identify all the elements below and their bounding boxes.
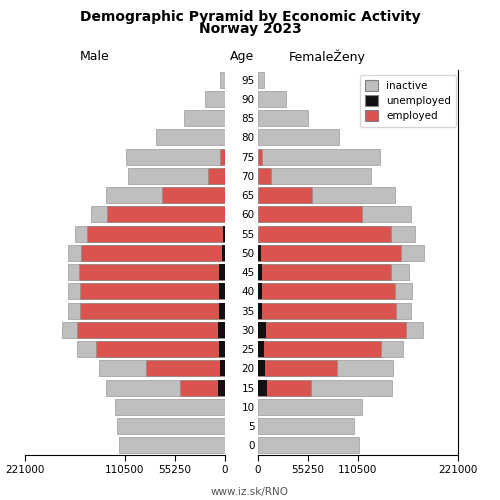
Bar: [96, 341, 225, 357]
Bar: [62, 322, 225, 338]
Bar: [258, 284, 395, 300]
Bar: [68, 264, 225, 280]
Bar: [80, 302, 225, 318]
Bar: [126, 148, 225, 164]
Bar: [258, 380, 266, 396]
Bar: [81, 245, 225, 261]
Bar: [220, 360, 225, 376]
Bar: [208, 168, 225, 184]
Bar: [68, 284, 225, 300]
Bar: [258, 168, 370, 184]
Bar: [184, 110, 225, 126]
Bar: [258, 206, 362, 222]
Bar: [258, 130, 339, 146]
Bar: [76, 322, 225, 338]
Bar: [114, 399, 225, 415]
Bar: [258, 264, 392, 280]
Bar: [78, 341, 225, 357]
Bar: [218, 302, 225, 318]
Bar: [258, 226, 392, 242]
Bar: [258, 399, 362, 415]
Bar: [119, 438, 225, 454]
Bar: [258, 72, 264, 88]
Bar: [106, 380, 225, 396]
Text: Norway 2023: Norway 2023: [198, 22, 302, 36]
Bar: [258, 302, 412, 318]
Bar: [258, 380, 392, 396]
Bar: [258, 360, 337, 376]
Bar: [258, 226, 415, 242]
Bar: [258, 148, 262, 164]
Bar: [220, 72, 225, 88]
Bar: [258, 418, 354, 434]
Text: Age: Age: [230, 50, 254, 63]
Bar: [258, 341, 382, 357]
Bar: [258, 187, 395, 203]
Bar: [258, 148, 380, 164]
Bar: [258, 322, 406, 338]
Bar: [80, 264, 225, 280]
Bar: [258, 438, 359, 454]
Bar: [258, 91, 285, 107]
Bar: [258, 264, 408, 280]
Bar: [68, 245, 225, 261]
Bar: [258, 322, 423, 338]
Bar: [258, 168, 271, 184]
Bar: [258, 341, 264, 357]
Bar: [258, 206, 412, 222]
Bar: [91, 206, 225, 222]
Bar: [218, 380, 225, 396]
Bar: [220, 148, 225, 164]
Bar: [218, 322, 225, 338]
Bar: [258, 322, 266, 338]
Bar: [258, 245, 424, 261]
Bar: [258, 380, 311, 396]
Bar: [146, 360, 225, 376]
Bar: [118, 418, 225, 434]
Bar: [108, 206, 225, 222]
Text: Demographic Pyramid by Economic Activity: Demographic Pyramid by Economic Activity: [80, 10, 420, 24]
Bar: [258, 302, 396, 318]
Bar: [218, 284, 225, 300]
Bar: [223, 226, 225, 242]
Bar: [258, 245, 402, 261]
Bar: [258, 302, 262, 318]
Bar: [258, 284, 262, 300]
Bar: [258, 360, 264, 376]
Bar: [68, 302, 225, 318]
Bar: [205, 91, 225, 107]
Bar: [156, 130, 225, 146]
Bar: [86, 226, 225, 242]
Bar: [218, 264, 225, 280]
Bar: [218, 341, 225, 357]
Bar: [80, 284, 225, 300]
Bar: [128, 168, 225, 184]
Bar: [75, 226, 225, 242]
Bar: [258, 187, 312, 203]
Bar: [106, 187, 225, 203]
Bar: [258, 264, 262, 280]
Bar: [258, 245, 261, 261]
Bar: [258, 360, 393, 376]
Bar: [258, 110, 308, 126]
Bar: [162, 187, 225, 203]
Text: Male: Male: [80, 50, 110, 63]
Bar: [258, 284, 412, 300]
Legend: inactive, unemployed, employed: inactive, unemployed, employed: [360, 75, 456, 126]
Text: www.iz.sk/RNO: www.iz.sk/RNO: [211, 488, 289, 498]
Bar: [180, 380, 225, 396]
Bar: [222, 245, 225, 261]
Text: FemaleŽeny: FemaleŽeny: [289, 50, 366, 64]
Bar: [258, 341, 403, 357]
Bar: [99, 360, 225, 376]
